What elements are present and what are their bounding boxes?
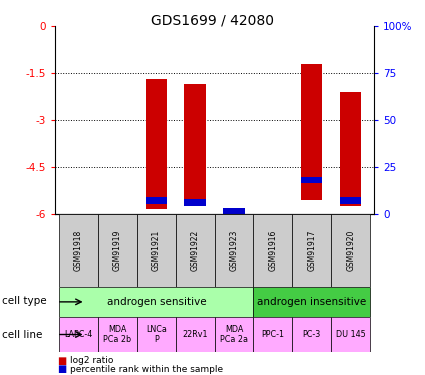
Bar (224, 209, 245, 215)
Text: androgen insensitive: androgen insensitive (257, 297, 366, 307)
Bar (292, 214, 331, 287)
Text: GSM91919: GSM91919 (113, 230, 122, 271)
Bar (146, 80, 167, 209)
Text: DU 145: DU 145 (336, 330, 366, 339)
Text: ■: ■ (57, 356, 67, 366)
Bar (301, 64, 323, 200)
Bar (184, 84, 206, 206)
Text: MDA
PCa 2a: MDA PCa 2a (220, 325, 248, 344)
Text: GSM91922: GSM91922 (191, 230, 200, 271)
Text: GSM91920: GSM91920 (346, 230, 355, 271)
Bar (137, 317, 176, 352)
Bar (98, 317, 137, 352)
Bar (215, 214, 253, 287)
Text: GSM91918: GSM91918 (74, 230, 83, 271)
Bar (292, 317, 331, 352)
Bar (184, 199, 206, 206)
Bar (331, 214, 370, 287)
Bar (59, 317, 98, 352)
Bar (253, 287, 370, 317)
Bar (340, 197, 361, 204)
Bar (59, 287, 253, 317)
Bar (331, 317, 370, 352)
Bar (340, 92, 361, 206)
Text: GDS1699 / 42080: GDS1699 / 42080 (151, 13, 274, 27)
Text: GSM91921: GSM91921 (152, 230, 161, 271)
Text: percentile rank within the sample: percentile rank within the sample (70, 365, 223, 374)
Bar (59, 214, 98, 287)
Text: GSM91917: GSM91917 (307, 230, 316, 271)
Text: ■: ■ (57, 364, 67, 374)
Text: cell line: cell line (2, 330, 42, 339)
Bar (301, 177, 323, 183)
Text: PC-3: PC-3 (303, 330, 321, 339)
Text: GSM91923: GSM91923 (230, 230, 238, 271)
Bar (176, 317, 215, 352)
Bar (176, 214, 215, 287)
Text: 22Rv1: 22Rv1 (182, 330, 208, 339)
Bar (137, 214, 176, 287)
Text: PPC-1: PPC-1 (261, 330, 284, 339)
Text: LAPC-4: LAPC-4 (65, 330, 93, 339)
Text: log2 ratio: log2 ratio (70, 356, 113, 365)
Text: androgen sensitive: androgen sensitive (107, 297, 206, 307)
Text: cell type: cell type (2, 297, 47, 306)
Text: GSM91916: GSM91916 (269, 230, 278, 271)
Bar (253, 317, 292, 352)
Bar (98, 214, 137, 287)
Text: LNCa
P: LNCa P (146, 325, 167, 344)
Bar (215, 317, 253, 352)
Bar (253, 214, 292, 287)
Bar (146, 197, 167, 204)
Text: MDA
PCa 2b: MDA PCa 2b (103, 325, 131, 344)
